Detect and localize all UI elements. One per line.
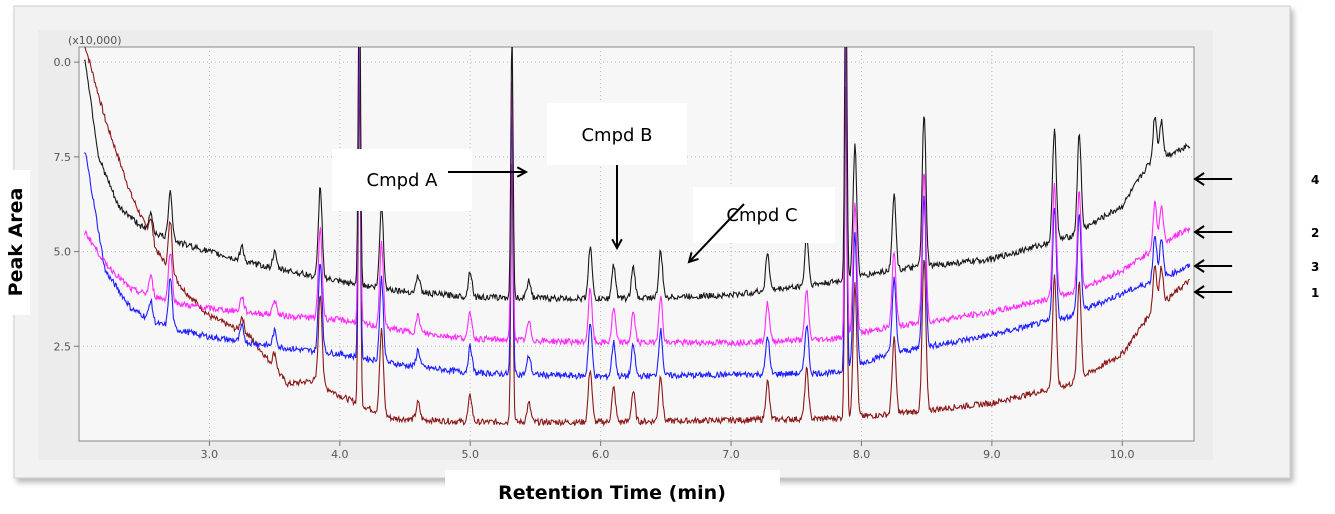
y-tick-label: 7.5 <box>54 151 72 164</box>
callout-box <box>547 103 687 165</box>
trace-number-4: 4 <box>1311 173 1319 187</box>
y-multiplier-label: (x10,000) <box>68 34 122 47</box>
x-tick-label: 5.0 <box>461 448 479 461</box>
x-tick-label: 10.0 <box>1110 448 1135 461</box>
y-axis-title-box <box>0 170 30 315</box>
callout-label: Cmpd C <box>726 205 797 226</box>
trace-line-2 <box>83 47 1191 348</box>
trace-arrowhead-3 <box>1193 259 1205 273</box>
y-tick-label: 5.0 <box>54 246 72 259</box>
y-tick-label: 2.5 <box>54 340 72 353</box>
trace-number-2: 2 <box>1311 226 1319 240</box>
callout-label: Cmpd B <box>581 125 652 146</box>
trace-labels: 1 2 3 4 <box>1193 172 1319 300</box>
compound-callouts: Cmpd A Cmpd B Cmpd C <box>332 103 835 264</box>
x-tick-label: 8.0 <box>853 448 871 461</box>
callout-arrow <box>688 203 745 263</box>
trace-line-4 <box>84 47 1191 304</box>
trace-arrowhead-4 <box>1193 172 1205 186</box>
callout-arrowhead <box>611 238 623 251</box>
x-axis-ticks: 3.0 4.0 5.0 6.0 7.0 8.0 9.0 10.0 <box>201 441 1135 461</box>
x-axis-title-box <box>445 470 780 514</box>
y-axis-ticks: 2.5 5.0 7.5 0.0 <box>54 56 79 353</box>
trace-number-3: 3 <box>1311 260 1319 274</box>
callout-arrowhead <box>687 252 699 264</box>
trace-number-1: 1 <box>1311 286 1319 300</box>
trace-arrowhead-1 <box>1193 285 1205 299</box>
x-tick-label: 6.0 <box>592 448 610 461</box>
callout-box <box>332 149 472 211</box>
callout-label: Cmpd A <box>367 170 439 191</box>
trace-arrowhead-2 <box>1193 225 1205 239</box>
x-tick-label: 4.0 <box>331 448 349 461</box>
x-tick-label: 9.0 <box>983 448 1001 461</box>
x-tick-label: 7.0 <box>722 448 740 461</box>
callout-arrowhead <box>516 166 529 178</box>
x-axis-title: Retention Time (min) <box>498 482 726 504</box>
trace-line-1 <box>84 47 1190 428</box>
x-tick-label: 3.0 <box>201 448 219 461</box>
traces <box>83 47 1191 428</box>
trace-line-3 <box>84 47 1191 381</box>
y-tick-label: 0.0 <box>54 56 72 69</box>
y-axis-title: Peak Area <box>5 188 27 297</box>
